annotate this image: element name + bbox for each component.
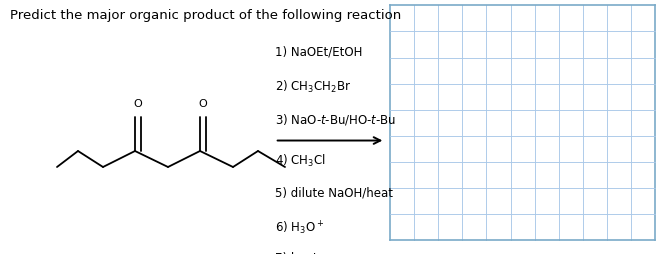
Text: 2) CH$_3$CH$_2$Br: 2) CH$_3$CH$_2$Br — [275, 79, 352, 95]
Text: 1) NaOEt/EtOH: 1) NaOEt/EtOH — [275, 46, 363, 59]
Text: 5) dilute NaOH/heat: 5) dilute NaOH/heat — [275, 185, 393, 198]
Text: 7) heat: 7) heat — [275, 251, 318, 254]
Text: O: O — [133, 99, 142, 109]
Bar — [390, 6, 655, 240]
Text: Predict the major organic product of the following reaction: Predict the major organic product of the… — [10, 9, 401, 22]
Text: 6) H$_3$O$^+$: 6) H$_3$O$^+$ — [275, 218, 324, 236]
Text: 4) CH$_3$Cl: 4) CH$_3$Cl — [275, 152, 326, 168]
Text: O: O — [199, 99, 207, 109]
Text: 3) NaO-$t$-Bu/HO-$t$-Bu: 3) NaO-$t$-Bu/HO-$t$-Bu — [275, 112, 397, 127]
